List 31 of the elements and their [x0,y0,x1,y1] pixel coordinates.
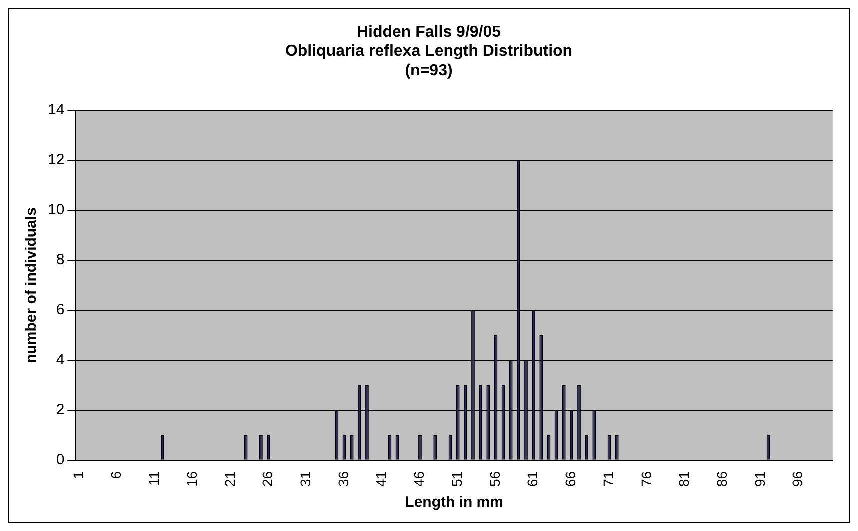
x-tick-label: 31 [298,471,314,488]
y-tick-label: 12 [48,152,65,169]
x-tick-label: 1 [70,471,86,480]
x-tick-label: 61 [524,471,541,488]
chart-title: Hidden Falls 9/9/05 Obliquaria reflexa Length Distribution (n=93) [285,24,573,80]
x-tick-label: 76 [638,471,654,488]
y-tick-label: 2 [56,402,65,419]
x-tick-label: 81 [676,471,692,488]
x-tick-label: 26 [260,471,276,488]
x-tick-label: 21 [222,471,238,488]
y-axis-title: number of individuals [23,208,40,364]
y-tick-label: 6 [56,302,65,319]
x-tick-label: 46 [411,471,428,488]
y-tick-label: 14 [48,102,65,119]
y-tick-label: 10 [48,202,65,219]
x-tick-label: 96 [790,471,806,488]
x-tick-label: 91 [752,471,768,488]
x-tick-label: 6 [108,471,124,480]
x-tick-label: 86 [714,471,730,488]
x-tick-label: 66 [562,471,579,488]
y-tick-label: 8 [56,252,65,269]
x-tick-label: 11 [146,471,162,486]
x-tick-label: 56 [486,471,503,488]
y-tick-label: 4 [56,352,65,369]
x-tick-label: 41 [373,471,390,488]
x-tick-label: 51 [448,471,465,488]
x-tick-label: 16 [184,471,200,488]
x-axis-title: Length in mm [405,494,504,512]
x-tick-label: 36 [335,471,352,488]
x-tick-label: 71 [600,471,616,488]
y-tick-label: 0 [56,452,65,469]
